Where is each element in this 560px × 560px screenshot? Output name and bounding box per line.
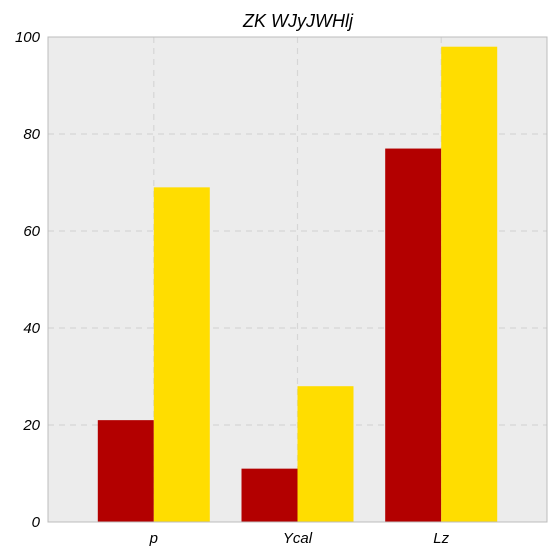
x-tick-label: p [149,530,158,547]
x-tick-label: Lz [433,530,449,547]
y-tick-label: 40 [23,320,40,337]
x-axis: p Ycal Lz [149,530,450,547]
y-tick-label: 20 [22,417,40,434]
x-tick-label: Ycal [283,530,313,547]
bar-Lz-series-1 [385,148,442,523]
chart-title: ZK WJyJWHlj [242,11,354,31]
y-tick-label: 80 [23,126,40,143]
bar-Ycal-series-1 [241,468,298,522]
plot-frame [47,36,548,523]
bar-p-series-1 [97,420,154,522]
y-tick-label: 0 [32,514,41,531]
bar-p-series-2 [153,187,210,522]
bar-Lz-series-2 [441,46,498,522]
y-tick-label: 100 [15,29,41,46]
bar-Ycal-series-2 [297,386,354,522]
y-tick-label: 60 [23,223,40,240]
y-axis: 0 20 40 60 80 100 [15,29,41,531]
bars [97,46,498,523]
